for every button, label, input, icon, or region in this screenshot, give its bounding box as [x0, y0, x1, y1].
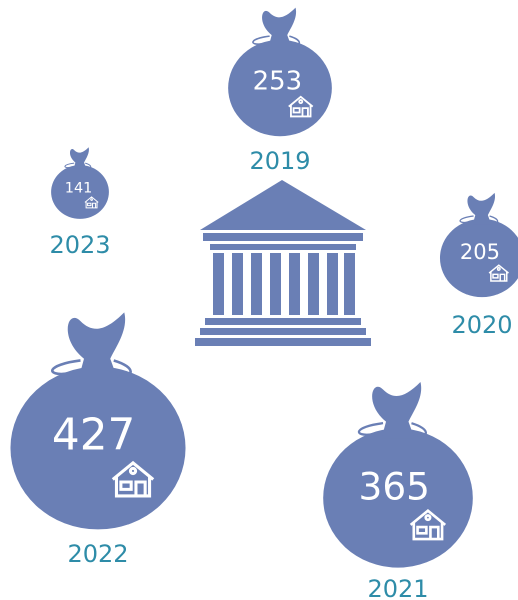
bag-value: 427 — [52, 409, 136, 460]
chart: 253 2019 205 2020 365 2021 427 2022 141 2023 — [0, 0, 518, 600]
bag-value: 365 — [359, 465, 430, 509]
bag-value: 253 — [253, 66, 302, 96]
bag-top — [467, 193, 495, 225]
bag-value: 205 — [460, 239, 500, 264]
year-label: 2022 — [67, 540, 128, 568]
bag-value: 141 — [65, 181, 93, 197]
year-label: 2021 — [367, 575, 428, 600]
bag-top — [68, 312, 125, 378]
bag-top — [70, 147, 89, 169]
bank-icon — [195, 180, 371, 346]
bag-top — [372, 382, 421, 438]
year-label: 2023 — [49, 231, 110, 259]
bag-top — [262, 8, 296, 47]
year-label: 2020 — [451, 311, 512, 339]
year-label: 2019 — [249, 147, 310, 175]
